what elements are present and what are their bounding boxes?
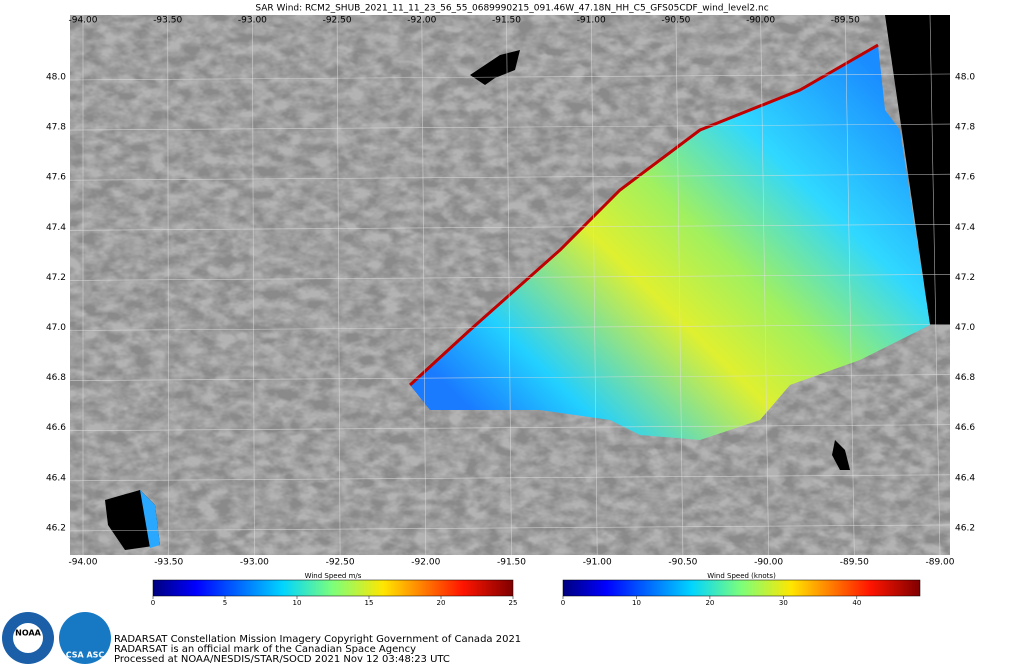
lon-label: -93.50 (154, 558, 183, 568)
lat-label: 48.0 (46, 73, 66, 83)
lon-label: -92.00 (411, 558, 440, 568)
lon-label: -90.00 (754, 558, 783, 568)
lat-label: 46.4 (46, 473, 66, 483)
grid-line (69, 173, 951, 181)
colorbars: Wind Speed m/s 0 5 10 15 20 25 Wind Speed (knot… (151, 572, 921, 607)
logo-text: NOAA (15, 629, 41, 638)
colorbar-tick-label: 10 (293, 599, 302, 607)
lat-label: 46.4 (955, 473, 975, 483)
colorbar-label: Wind Speed (knots) (707, 572, 776, 580)
lon-label: -89.50 (840, 558, 869, 568)
colorbar-tick-label: 0 (151, 599, 155, 607)
axis-labels: -94.00 -94.00 -93.50 -93.50 -93.00 -93.00 -92.… (46, 16, 975, 568)
lat-label: 47.8 (955, 123, 975, 133)
logos: NOAA CSA ASC (2, 612, 111, 664)
logo-text: CSA ASC (66, 651, 105, 660)
colorbar-tick-label: 10 (632, 599, 641, 607)
lon-label: -91.50 (497, 558, 526, 568)
lon-label: -89.00 (915, 16, 944, 26)
lon-label: -89.00 (925, 558, 954, 568)
lon-label: -90.50 (668, 558, 697, 568)
grid-line (69, 274, 951, 281)
lat-label: 46.6 (955, 423, 975, 433)
lon-label: -89.50 (831, 16, 860, 26)
grid-line (760, 14, 769, 556)
lat-label: 46.6 (46, 423, 66, 433)
grid-line (69, 374, 951, 381)
lon-label: -92.50 (326, 558, 355, 568)
lat-label: 47.6 (955, 173, 975, 183)
footer-line: RADARSAT is an official mark of the Cana… (114, 644, 416, 655)
no-data (885, 15, 950, 325)
grid-line (69, 224, 951, 231)
colorbar (152, 579, 514, 597)
grid-line (69, 324, 951, 331)
lat-label: 47.8 (46, 123, 66, 133)
lat-label: 46.2 (955, 523, 975, 533)
lon-label: -91.00 (577, 16, 606, 26)
grid-line (929, 14, 941, 556)
grid-line (675, 14, 684, 556)
lon-label: -92.00 (407, 16, 436, 26)
lat-label: 47.4 (46, 223, 66, 233)
lat-label: 47.4 (955, 223, 975, 233)
lat-label: 47.0 (955, 323, 975, 333)
csa-logo (59, 612, 111, 664)
lon-label: -93.00 (240, 558, 269, 568)
footer-line: Processed at NOAA/NESDIS/STAR/SOCD 2021 … (114, 654, 450, 665)
map (69, 14, 951, 556)
grid-line (69, 524, 951, 532)
lon-label: -94.00 (68, 558, 97, 568)
lat-label: 47.0 (46, 323, 66, 333)
grid-line (167, 14, 169, 556)
grid-line (69, 474, 951, 482)
coast-high-wind (408, 43, 879, 387)
footer-line: RADARSAT Constellation Mission Imagery C… (114, 634, 521, 645)
colorbar-tick-label: 0 (561, 599, 565, 607)
colorbar-tick-label: 30 (779, 599, 788, 607)
title: SAR Wind: RCM2_SHUB_2021_11_11_23_56_55_… (255, 4, 768, 14)
grid-line (69, 73, 951, 81)
colorbar-tick-label: 25 (509, 599, 518, 607)
lon-label: -93.00 (238, 16, 267, 26)
wind-swath (410, 45, 930, 440)
noaa-logo-inner (13, 623, 43, 653)
grid (69, 14, 951, 556)
grid-line (69, 424, 951, 432)
lon-label: -93.50 (153, 16, 182, 26)
lake (470, 50, 520, 85)
lon-label: -90.00 (746, 16, 775, 26)
lake-wind (140, 490, 160, 548)
lon-label: -90.50 (661, 16, 690, 26)
colorbar-tick-label: 15 (365, 599, 374, 607)
grid-line (252, 14, 255, 556)
lon-label: -91.50 (492, 16, 521, 26)
lat-label: 46.8 (955, 373, 975, 383)
lat-label: 46.2 (46, 523, 66, 533)
colorbar-tick-label: 5 (223, 599, 227, 607)
grid-line (69, 123, 951, 131)
colorbar (562, 579, 921, 597)
grid-line (590, 14, 598, 556)
lat-label: 48.0 (955, 73, 975, 83)
lat-label: 47.6 (46, 173, 66, 183)
lat-label: 47.2 (955, 273, 975, 283)
lake (832, 440, 850, 470)
colorbar-tick-label: 20 (437, 599, 446, 607)
grid-line (421, 14, 427, 556)
lon-label: -91.00 (583, 558, 612, 568)
grid-line (506, 14, 512, 556)
lat-label: 46.8 (46, 373, 66, 383)
lon-label: -94.00 (68, 16, 97, 26)
lon-label: -92.50 (323, 16, 352, 26)
colorbar-label: Wind Speed m/s (305, 572, 362, 580)
grid-line (336, 14, 341, 556)
grid-line (845, 14, 855, 556)
colorbar-tick-label: 20 (705, 599, 714, 607)
colorbar-tick-label: 40 (852, 599, 861, 607)
lat-label: 47.2 (46, 273, 66, 283)
